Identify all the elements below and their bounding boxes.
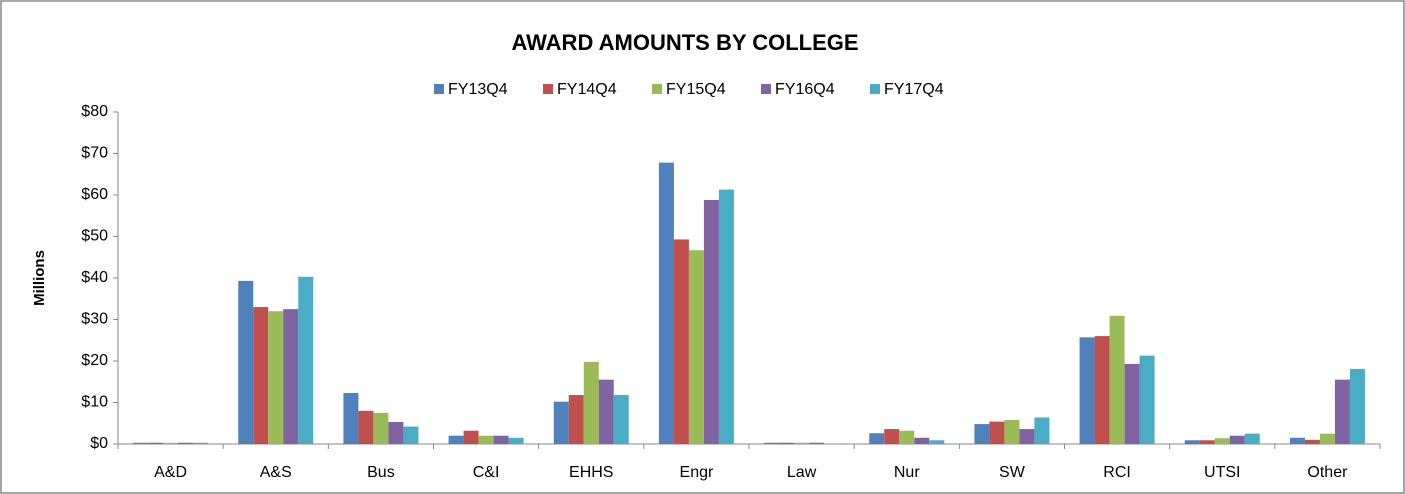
bar	[1229, 435, 1245, 444]
legend-swatch	[761, 84, 771, 94]
bar	[493, 435, 509, 444]
bar	[178, 442, 194, 444]
bar	[1079, 337, 1095, 444]
bar	[703, 199, 719, 444]
bar	[1334, 379, 1350, 444]
bar	[1214, 438, 1230, 444]
bar	[1199, 440, 1215, 444]
bar	[1184, 440, 1200, 444]
bar	[869, 433, 885, 444]
x-tick-label: SW	[999, 464, 1026, 481]
bar	[448, 435, 464, 444]
x-tick-label: Other	[1307, 464, 1348, 481]
bar	[1304, 439, 1320, 444]
chart-title: AWARD AMOUNTS BY COLLEGE	[511, 30, 858, 55]
y-tick-label: $60	[81, 186, 108, 203]
legend-swatch	[652, 84, 662, 94]
bar	[553, 401, 569, 444]
bar	[929, 440, 945, 444]
legend-swatch	[543, 84, 553, 94]
bar	[658, 162, 674, 444]
bar	[343, 392, 359, 444]
bar	[568, 395, 584, 444]
bar	[238, 280, 254, 444]
bar	[283, 309, 299, 444]
legend-swatch	[870, 84, 880, 94]
x-tick-label: Nur	[894, 464, 920, 481]
bar	[718, 189, 734, 444]
bar	[193, 442, 209, 444]
bar	[133, 442, 149, 444]
y-axis-label: Millions	[31, 250, 48, 306]
bar	[1094, 336, 1110, 444]
y-tick-label: $0	[90, 435, 108, 452]
bar	[508, 437, 524, 444]
bar	[253, 307, 269, 444]
x-tick-label: Law	[787, 464, 817, 481]
bar	[1124, 363, 1140, 444]
bar	[779, 442, 795, 444]
bar	[974, 424, 990, 444]
bar	[163, 442, 179, 444]
bar	[688, 250, 704, 444]
y-tick-label: $80	[81, 103, 108, 120]
bar	[1289, 437, 1305, 444]
bar	[1244, 433, 1260, 444]
x-tick-label: A&S	[260, 464, 292, 481]
bar	[794, 442, 810, 444]
bar	[388, 422, 404, 444]
bar	[148, 442, 164, 444]
bar	[373, 412, 389, 444]
legend-label: FY13Q4	[448, 81, 508, 98]
bar	[899, 430, 915, 444]
x-tick-label: Engr	[680, 464, 714, 481]
x-tick-label: EHHS	[569, 464, 613, 481]
bar	[989, 421, 1005, 444]
bar	[1109, 315, 1125, 444]
bar	[463, 430, 479, 444]
bar	[268, 311, 284, 444]
y-tick-label: $10	[81, 394, 108, 411]
legend-label: FY16Q4	[775, 81, 835, 98]
bar	[1139, 355, 1155, 444]
y-tick-label: $20	[81, 352, 108, 369]
bar	[1004, 419, 1020, 444]
bar	[298, 276, 314, 444]
bar	[1319, 433, 1335, 444]
legend-label: FY14Q4	[557, 81, 617, 98]
x-tick-label: Bus	[367, 464, 395, 481]
legend-label: FY15Q4	[666, 81, 726, 98]
x-tick-label: C&I	[473, 464, 500, 481]
y-tick-label: $70	[81, 145, 108, 162]
x-tick-label: RCI	[1103, 464, 1131, 481]
bar	[914, 437, 930, 444]
legend-label: FY17Q4	[884, 81, 944, 98]
bar	[403, 426, 419, 444]
bar	[583, 361, 599, 444]
bar	[809, 442, 825, 444]
y-tick-label: $40	[81, 269, 108, 286]
bar	[613, 395, 629, 444]
bar	[884, 429, 900, 444]
bar	[764, 442, 780, 444]
bar	[1034, 417, 1050, 444]
y-tick-label: $50	[81, 228, 108, 245]
bar	[1019, 429, 1035, 444]
bar	[673, 239, 689, 444]
x-tick-label: A&D	[154, 464, 187, 481]
bar	[358, 410, 374, 444]
legend-swatch	[434, 84, 444, 94]
bar	[1349, 368, 1365, 444]
bar	[478, 435, 494, 444]
bar	[598, 379, 614, 444]
x-tick-label: UTSI	[1204, 464, 1240, 481]
y-tick-label: $30	[81, 311, 108, 328]
